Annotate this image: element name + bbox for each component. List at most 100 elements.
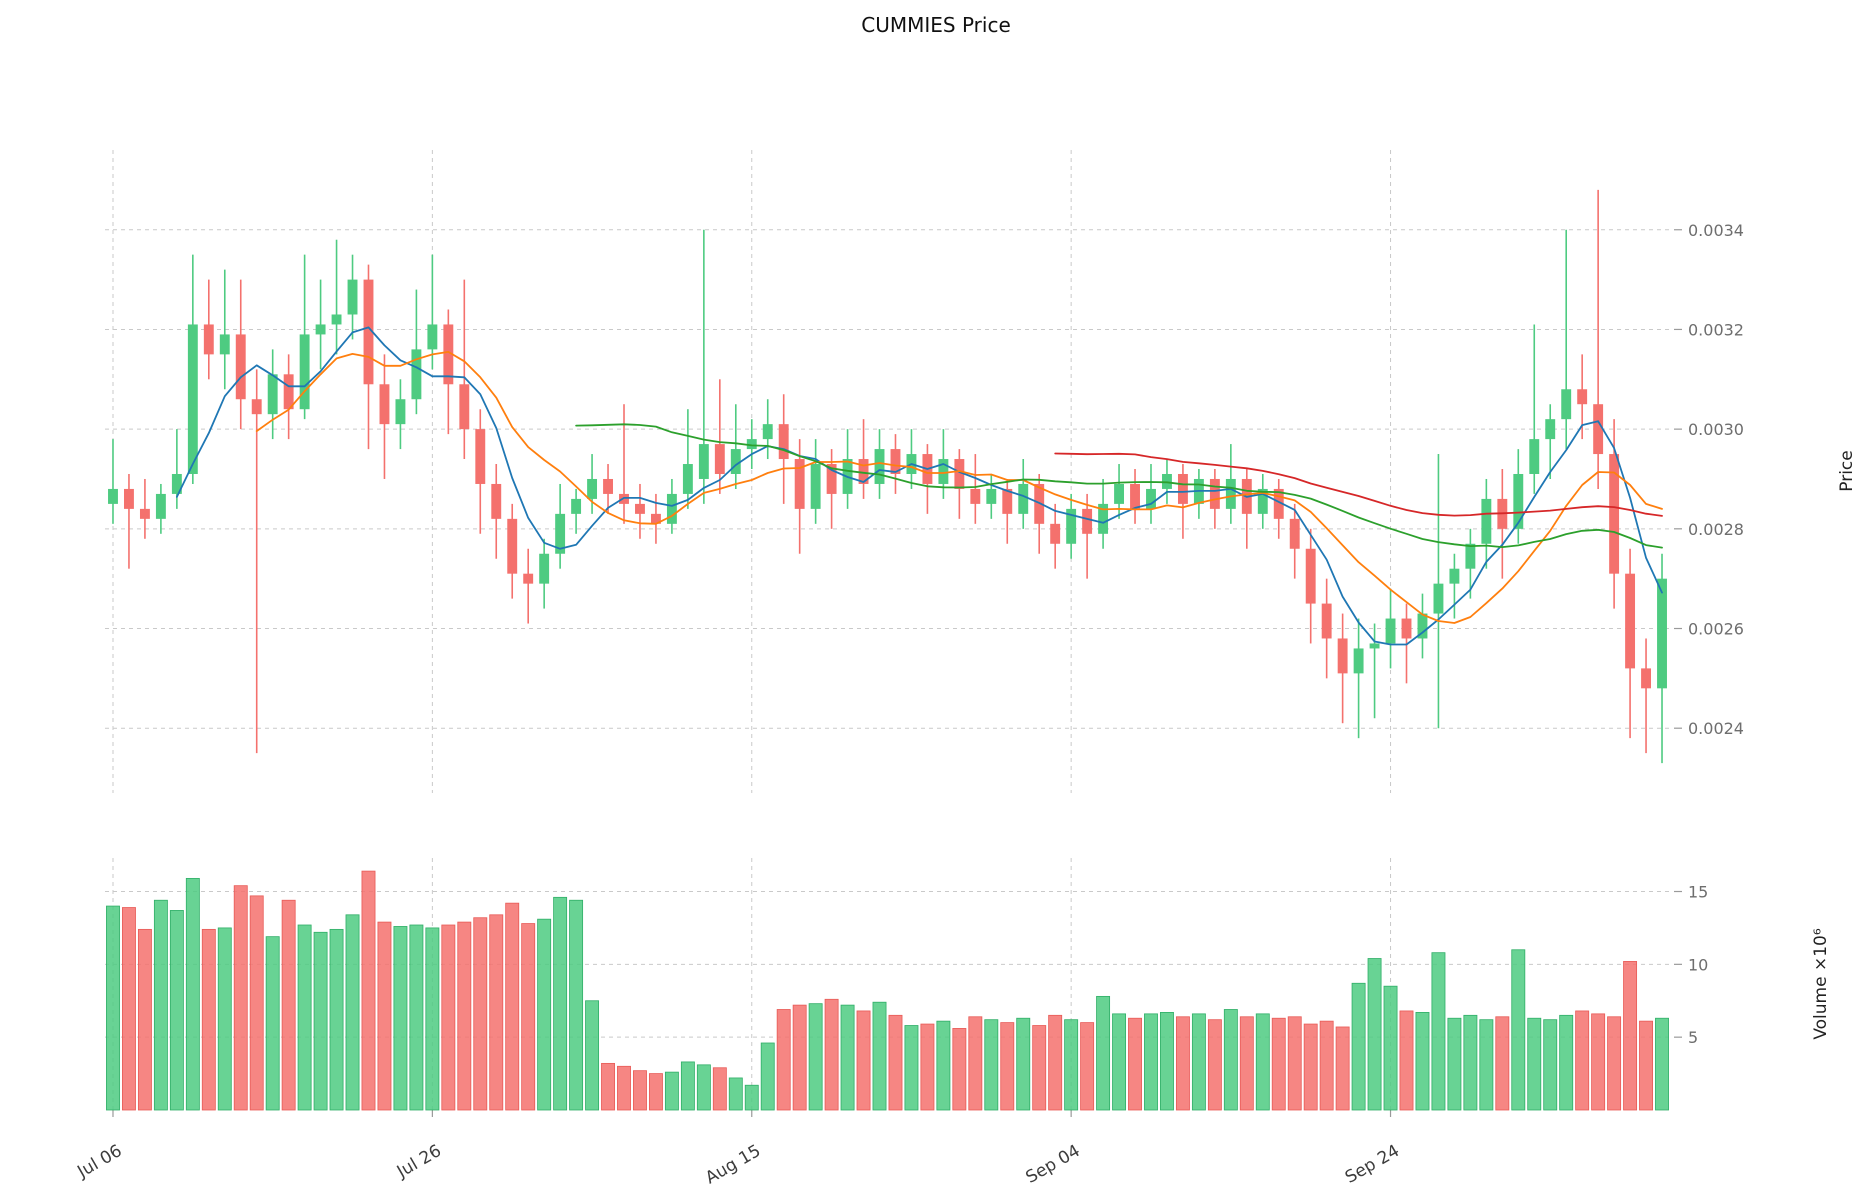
candle-body — [507, 518, 518, 574]
volume-bar — [1175, 1016, 1190, 1111]
candle-body — [954, 459, 965, 489]
candle-body — [219, 334, 230, 355]
volume-bar — [728, 1077, 743, 1111]
volume-bar — [1639, 1020, 1653, 1111]
candle-body — [108, 488, 118, 504]
volume-bar — [1495, 1016, 1510, 1111]
candle-body — [1050, 523, 1061, 544]
candle-body — [874, 449, 885, 484]
candle-body — [635, 503, 645, 514]
candle-body — [1513, 473, 1524, 529]
volume-bar — [313, 931, 328, 1111]
candle-body — [858, 459, 869, 484]
volume-bar — [952, 1028, 967, 1111]
volume-tick-label: 10 — [1688, 955, 1708, 974]
candle-body — [1289, 518, 1300, 549]
candle-body — [267, 374, 278, 415]
candle-body — [746, 439, 757, 450]
candle-body — [1433, 583, 1444, 614]
price-tick-label: 0.0024 — [1688, 719, 1744, 738]
volume-bar — [1559, 1014, 1574, 1111]
x-tick-label: Sep 04 — [1022, 1141, 1083, 1188]
candle-body — [1082, 508, 1093, 534]
candle-body — [986, 488, 997, 504]
volume-bar — [1128, 1017, 1142, 1111]
candle-body — [938, 459, 949, 484]
volume-bar — [1463, 1014, 1478, 1111]
x-tick-label: Aug 15 — [702, 1141, 764, 1188]
volume-bar — [1367, 958, 1382, 1111]
volume-bar — [648, 1073, 663, 1111]
ma-line-30 — [575, 423, 1663, 549]
candle-body — [491, 483, 502, 519]
volume-bar — [617, 1065, 631, 1111]
volume-bar — [1191, 1013, 1206, 1111]
candle-body — [139, 508, 150, 519]
x-tick-label: Sep 24 — [1342, 1141, 1403, 1188]
volume-bar — [361, 870, 376, 1111]
candle-body — [730, 449, 741, 474]
candle-body — [459, 384, 470, 430]
candle-body — [427, 324, 438, 350]
volume-bar — [1351, 982, 1366, 1111]
volume-bar — [201, 928, 216, 1111]
volume-bar — [409, 924, 424, 1111]
volume-bar — [1303, 1023, 1318, 1111]
volume-bar — [553, 896, 568, 1111]
volume-bar — [696, 1064, 711, 1111]
volume-bar — [856, 1010, 871, 1111]
volume-bar — [457, 921, 472, 1111]
volume-bar — [664, 1071, 679, 1111]
price-tick-label: 0.0032 — [1688, 320, 1744, 339]
volume-bar — [1447, 1017, 1462, 1111]
volume-bar — [1239, 1016, 1254, 1111]
volume-bar — [1287, 1016, 1302, 1111]
candle-body — [1625, 573, 1636, 669]
volume-bar — [537, 918, 552, 1111]
candle-body — [1130, 483, 1140, 509]
volume-bar — [840, 1004, 855, 1111]
candle-body — [1609, 454, 1620, 574]
candle-body — [810, 464, 821, 509]
volume-bar — [1096, 995, 1111, 1111]
volume-bar — [760, 1042, 775, 1111]
candle-body — [1098, 503, 1109, 534]
candle-body — [1146, 488, 1156, 509]
volume-bar — [1255, 1013, 1270, 1111]
price-tick-label: 0.0034 — [1688, 221, 1744, 240]
volume-bar — [601, 1062, 615, 1111]
volume-bar — [1479, 1019, 1494, 1111]
candle-body — [1177, 473, 1188, 504]
volume-bar — [217, 927, 232, 1111]
volume-bar — [345, 914, 360, 1111]
candle-body — [1353, 648, 1364, 674]
candle-body — [970, 488, 981, 504]
candle-body — [1657, 578, 1667, 689]
volume-bar — [233, 885, 248, 1111]
volume-bar — [872, 1001, 887, 1111]
volume-bar — [680, 1061, 695, 1111]
candle-body — [1417, 613, 1428, 639]
volume-bar — [153, 899, 168, 1111]
candle-body — [347, 279, 358, 315]
candle-body — [124, 488, 134, 509]
candle-body — [1002, 488, 1013, 514]
candle-body — [1529, 439, 1540, 474]
candle-body — [1209, 478, 1220, 509]
volume-tick-label: 15 — [1688, 883, 1708, 902]
volume-axis-label: Volume ×10⁶ — [1811, 928, 1831, 1040]
volume-tick-label: 5 — [1688, 1028, 1698, 1047]
volume-bar — [1399, 1010, 1414, 1111]
volume-bar — [1543, 1019, 1558, 1111]
plot-layer: 0.0024 0.0026 0.0028 0.0030 0.0032 0.0034 5 10 1… — [73, 150, 1744, 1188]
candle-body — [235, 334, 246, 400]
candle-body — [650, 513, 661, 524]
candle-body — [555, 513, 566, 554]
volume-bar — [106, 905, 120, 1111]
volume-bar — [1080, 1022, 1095, 1111]
volume-bar — [281, 899, 296, 1111]
volume-bar — [473, 917, 488, 1111]
candle-body — [475, 429, 486, 484]
